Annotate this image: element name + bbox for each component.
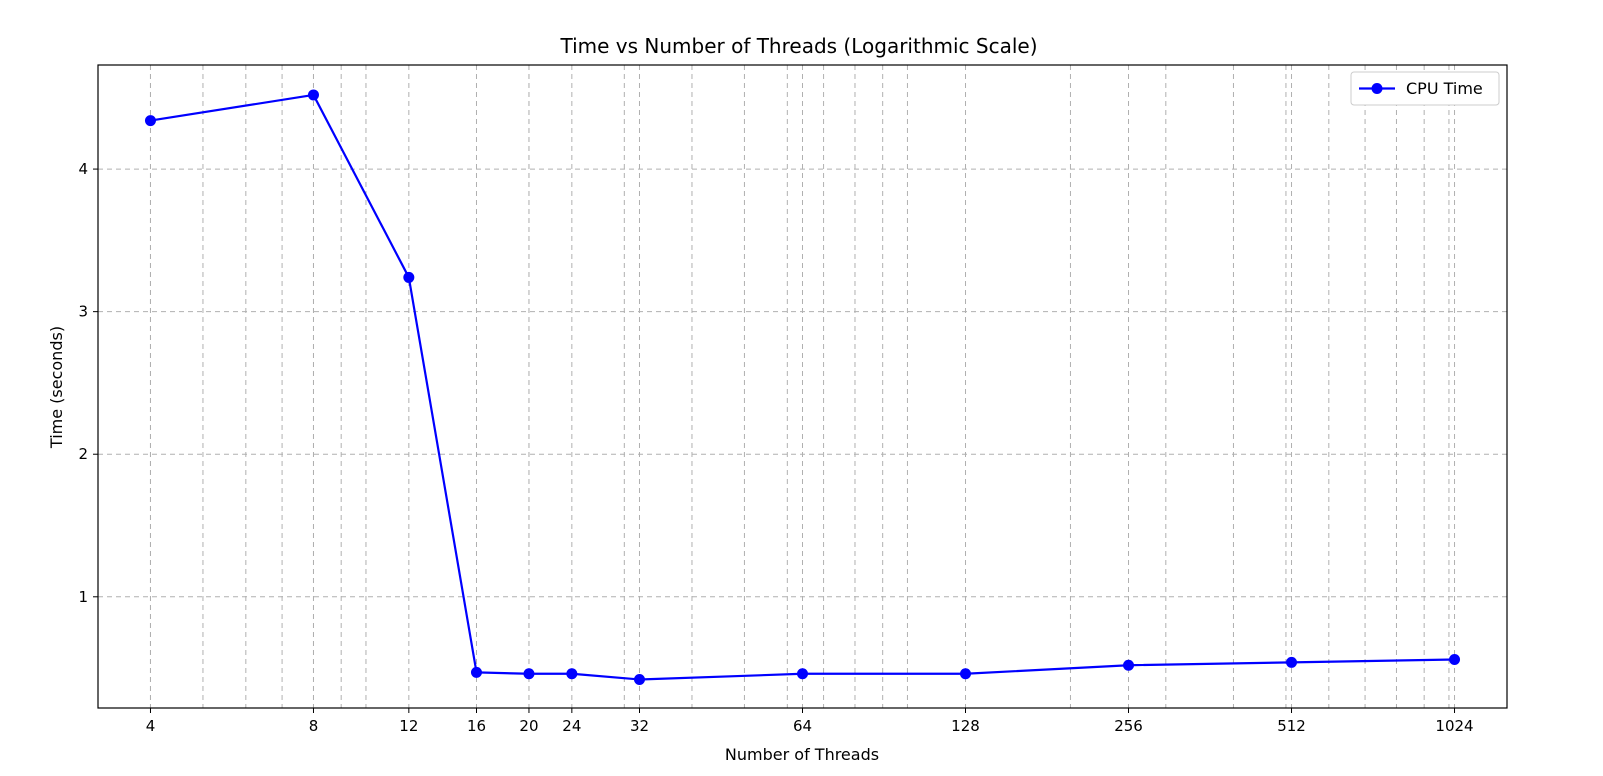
- y-tick-label: 3: [78, 303, 88, 321]
- data-point: [566, 668, 578, 680]
- data-point: [1286, 656, 1298, 668]
- legend-box: [1350, 71, 1500, 106]
- data-point: [1123, 659, 1135, 671]
- series-layer: [144, 89, 1461, 685]
- data-point: [470, 666, 482, 678]
- grid-lines: [98, 65, 1507, 708]
- x-tick-label: 1024: [1435, 717, 1473, 735]
- x-axis-label: Number of Threads: [725, 745, 879, 764]
- data-point: [144, 115, 156, 127]
- legend-label-cpu-time: CPU Time: [1406, 79, 1483, 98]
- y-axis-ticks: 1 2 3 4: [78, 160, 98, 606]
- data-point: [307, 89, 319, 101]
- x-tick-label: 512: [1277, 717, 1306, 735]
- x-tick-label: 256: [1114, 717, 1143, 735]
- y-axis-label: Time (seconds): [47, 326, 66, 449]
- x-tick-label: 32: [630, 717, 649, 735]
- series-line-cpu-time: [150, 93, 1455, 681]
- data-point: [403, 271, 415, 283]
- x-tick-label: 8: [309, 717, 319, 735]
- legend: CPU Time: [1350, 71, 1500, 106]
- y-tick-label: 4: [78, 160, 88, 178]
- x-tick-label: 16: [467, 717, 486, 735]
- x-tick-label: 24: [562, 717, 581, 735]
- x-axis-ticks: 4 8 12 16 20 24 32 64 128 256 512 1024: [146, 708, 1474, 735]
- chart-title: Time vs Number of Threads (Logarithmic S…: [559, 34, 1037, 58]
- y-tick-label: 1: [78, 588, 88, 606]
- x-tick-label: 20: [519, 717, 538, 735]
- data-point: [523, 668, 535, 680]
- y-tick-label: 2: [78, 445, 88, 463]
- x-tick-label: 128: [951, 717, 980, 735]
- legend-marker-swatch: [1371, 83, 1383, 94]
- data-point: [797, 668, 808, 680]
- data-point: [1449, 654, 1461, 666]
- data-point: [960, 668, 972, 680]
- data-point: [633, 673, 645, 685]
- x-tick-label: 64: [793, 717, 812, 735]
- x-tick-label: 12: [399, 717, 418, 735]
- x-tick-label: 4: [146, 717, 156, 735]
